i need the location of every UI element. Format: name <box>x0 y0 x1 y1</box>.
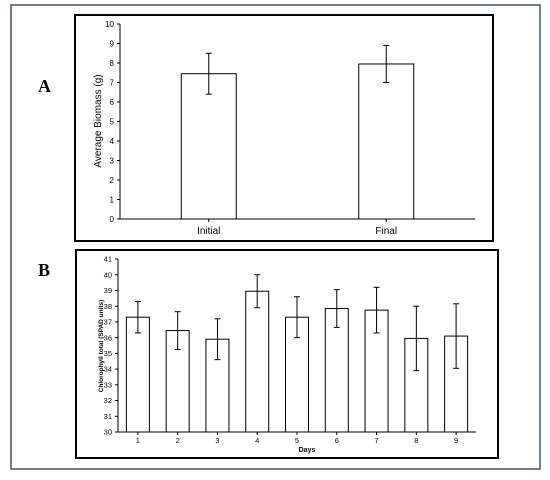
y-tick-label: 41 <box>104 255 112 264</box>
y-tick-label: 32 <box>104 396 112 405</box>
y-tick-label: 38 <box>104 302 112 311</box>
x-tick-label: Initial <box>197 226 220 237</box>
x-tick-label: 5 <box>295 436 299 445</box>
y-tick-label: 0 <box>110 215 115 224</box>
y-tick-label: 10 <box>105 20 114 29</box>
x-tick-label: 3 <box>215 436 219 445</box>
x-tick-label: 1 <box>136 436 140 445</box>
panel-b-chart: Chlorophyll total (SPAD units) Days 3031… <box>98 255 476 454</box>
y-tick-label: 35 <box>104 349 112 358</box>
x-tick-label: 9 <box>454 436 458 445</box>
y-tick-label: 8 <box>110 59 115 68</box>
y-tick-label: 3 <box>110 156 115 165</box>
x-tick-label: 4 <box>255 436 259 445</box>
panel-a-y-axis-label: Average Biomass (g) <box>93 74 104 167</box>
y-tick-label: 5 <box>110 117 115 126</box>
panel-b-y-axis-label: Chlorophyll total (SPAD units) <box>98 300 105 393</box>
y-tick-label: 34 <box>104 365 112 374</box>
bar <box>358 63 415 220</box>
y-tick-label: 31 <box>104 412 112 421</box>
y-tick-label: 37 <box>104 318 112 327</box>
panel-b-x-axis-label: Days <box>299 447 316 454</box>
y-tick-label: 40 <box>104 270 112 279</box>
y-tick-label: 4 <box>110 137 115 146</box>
y-tick-label: 7 <box>110 78 115 87</box>
bar <box>180 73 237 220</box>
y-tick-label: 30 <box>104 428 112 437</box>
panel-b-letter: B <box>38 260 50 280</box>
y-tick-label: 36 <box>104 333 112 342</box>
y-tick-label: 9 <box>110 39 115 48</box>
panel-a-chart: Average Biomass (g) 0 1 2 3 4 5 6 7 8 9 10 Initial F… <box>93 20 475 237</box>
panel-a-letter: A <box>38 76 51 96</box>
y-tick-label: 39 <box>104 286 112 295</box>
bar <box>125 316 150 433</box>
y-tick-label: 2 <box>110 176 115 185</box>
bar <box>245 290 270 433</box>
x-tick-label: Final <box>375 226 397 237</box>
y-tick-label: 6 <box>110 98 115 107</box>
y-tick-label: 33 <box>104 380 112 389</box>
x-tick-label: 2 <box>176 436 180 445</box>
x-tick-label: 8 <box>414 436 418 445</box>
panel-a-box <box>74 14 494 242</box>
y-tick-label: 1 <box>110 195 115 204</box>
x-tick-label: 6 <box>335 436 339 445</box>
x-tick-label: 7 <box>374 436 378 445</box>
